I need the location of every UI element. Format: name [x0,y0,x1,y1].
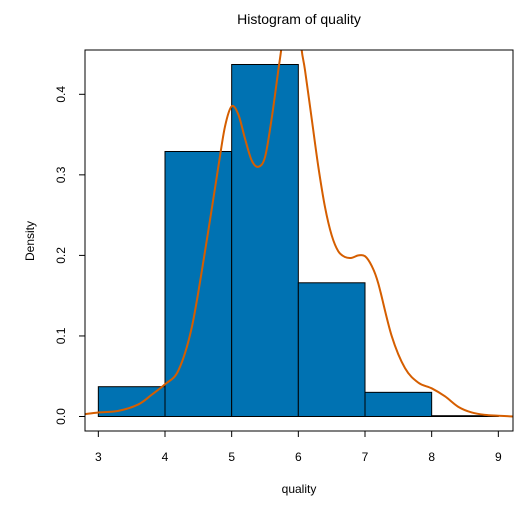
bar-4 [297,282,366,418]
bar-2 [164,150,233,418]
y-tick-label-3: 0.2 [54,247,68,264]
x-tick-label-6: 8 [428,450,435,464]
x-axis-label: quality [282,482,317,496]
y-tick-label-1: 0.0 [54,408,68,425]
y-axis: 0.0 0.1 0.2 0.3 0.4 [54,86,85,425]
x-tick-label-3: 5 [228,450,235,464]
plot-frame [84,49,514,432]
x-tick-label-2: 4 [162,450,169,464]
density-curve [85,50,513,418]
x-tick-label-5: 7 [362,450,369,464]
y-tick-label-5: 0.4 [54,86,68,103]
bar-5 [364,391,433,418]
chart-title: Histogram of quality [237,11,361,27]
bars-group [97,63,499,418]
y-tick-label-4: 0.3 [54,166,68,183]
x-tick-label-4: 6 [295,450,302,464]
y-axis-label: Density [23,221,37,261]
x-axis: 3 4 5 6 7 8 9 [95,431,502,464]
x-tick-label-1: 3 [95,450,102,464]
bar-3 [231,63,299,418]
y-tick-label-2: 0.1 [54,327,68,344]
x-tick-label-7: 9 [495,450,502,464]
